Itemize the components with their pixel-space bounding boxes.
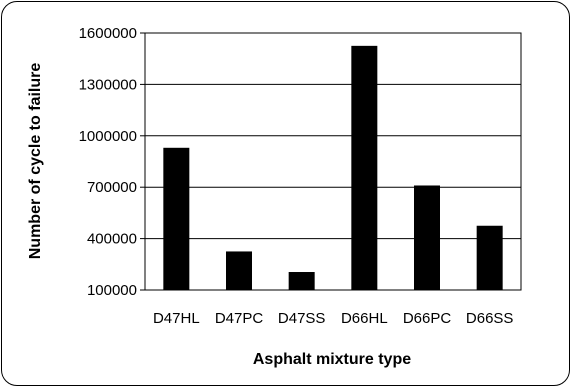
bar-d66pc bbox=[414, 185, 440, 290]
y-axis-title: Number of cycle to failure bbox=[27, 63, 44, 260]
y-tick-label: 400000 bbox=[87, 231, 137, 248]
plot-area bbox=[144, 32, 522, 291]
bar-d66ss bbox=[476, 225, 503, 290]
x-tick-label: D66HL bbox=[341, 310, 388, 327]
x-axis-ticks: D47HL D47PC D47SS D66HL D66PC D66SS bbox=[153, 310, 513, 327]
bars bbox=[163, 45, 503, 290]
y-tick-label: 1000000 bbox=[79, 128, 137, 145]
y-tick-label: 1300000 bbox=[79, 76, 137, 93]
x-tick-label: D66PC bbox=[403, 310, 452, 327]
x-tick-label: D47PC bbox=[215, 310, 264, 327]
gridlines bbox=[145, 83, 521, 240]
x-tick-label: D47SS bbox=[278, 310, 326, 327]
y-tick-label: 100000 bbox=[87, 282, 137, 299]
y-axis-ticks: 100000 400000 700000 1000000 1300000 1600000 bbox=[79, 25, 145, 299]
y-tick-label: 1600000 bbox=[79, 25, 137, 42]
bar-d47hl bbox=[163, 147, 190, 290]
bar-d47pc bbox=[226, 251, 252, 290]
y-tick-label: 700000 bbox=[87, 179, 137, 196]
x-tick-label: D66SS bbox=[466, 310, 514, 327]
bar-d47ss bbox=[288, 272, 315, 290]
bar-d66hl bbox=[351, 45, 378, 290]
x-tick-label: D47HL bbox=[153, 310, 200, 327]
x-axis-title: Asphalt mixture type bbox=[253, 351, 411, 368]
